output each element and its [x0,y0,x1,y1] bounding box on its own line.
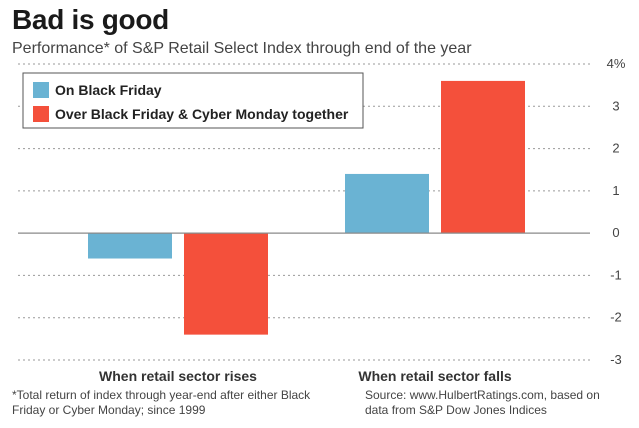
category-label: When retail sector rises [99,368,257,384]
y-tick-label: -3 [610,352,622,367]
legend-label: On Black Friday [55,82,162,98]
y-tick-label: 2 [612,141,619,156]
y-tick-label: -1 [610,267,622,282]
legend-label: Over Black Friday & Cyber Monday togethe… [55,106,349,122]
y-tick-label: 3 [612,98,619,113]
category-label: When retail sector falls [358,368,511,384]
bars [88,80,525,335]
bar [88,233,172,259]
legend-swatch [33,106,49,122]
axes: 4% 3 2 1 0 -1 -2 -3 When retail sector rises When… [18,56,626,384]
y-tick-label: -2 [610,310,622,325]
bar [345,173,429,234]
legend-box [22,72,364,129]
legend-swatch [33,82,49,98]
chart-title: Bad is good [12,4,169,35]
footnote: *Total return of index through year-end … [12,388,311,417]
legend: On Black Friday Over Black Friday & Cyber… [22,72,364,129]
y-tick-label: 0 [612,225,619,240]
bar [441,80,525,234]
chart-subtitle: Performance* of S&P Retail Select Index … [12,40,472,57]
bar [184,233,268,335]
y-tick-label: 1 [612,183,619,198]
source-note: Source: www.HulbertRatings.com, based on… [365,388,600,417]
y-tick-label: 4% [607,56,626,71]
